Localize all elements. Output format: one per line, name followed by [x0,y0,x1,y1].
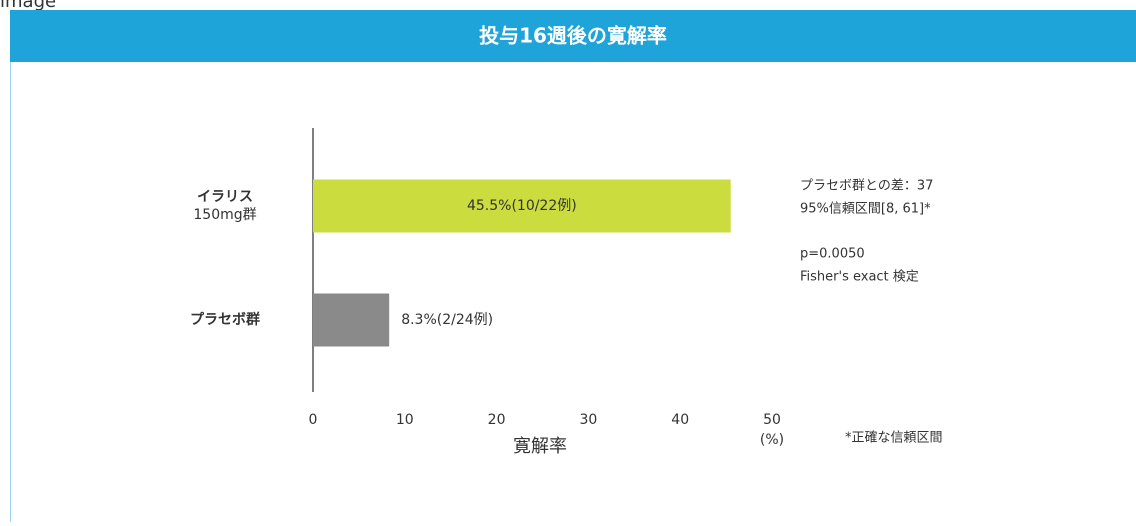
x-unit: (%) [760,432,784,448]
x-tick-label: 50 [763,412,781,428]
x-tick-label: 40 [671,412,689,428]
caption: image [0,0,56,12]
x-axis-label: 寛解率 [513,436,567,457]
x-tick-label: 30 [579,412,597,428]
x-tick-label: 20 [488,412,506,428]
bar [313,179,731,233]
annotation: p=0.0050 [800,247,865,262]
category-label: プラセボ群 [190,311,260,328]
chart-title: 投与16週後の寛解率 [479,24,667,48]
annotation: 95%信頼区間[8, 61]* [800,202,931,217]
category-label: イラリス 150mg群 [193,189,256,223]
annotation: プラセボ群との差：37 [800,179,933,194]
value-label: 45.5%(10/22例) [467,198,577,214]
x-tick-label: 10 [396,412,414,428]
annotation: *正確な信頼区間 [845,430,943,446]
value-label: 8.3%(2/24例) [401,312,493,328]
bar [313,293,390,347]
x-tick-label: 0 [309,412,318,428]
annotation: Fisher's exact 検定 [800,270,919,285]
header-bar [10,10,1136,62]
